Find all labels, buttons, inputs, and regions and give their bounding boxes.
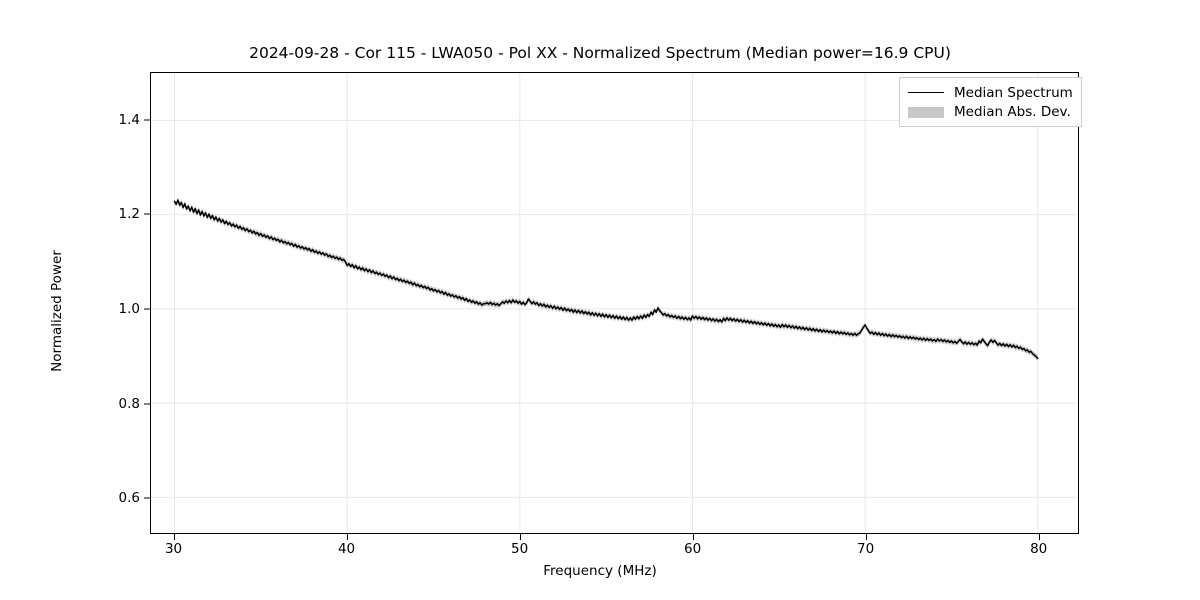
x-axis-tick-labels: 30 40 50 60 70 80 [0, 541, 1200, 561]
x-tick-label: 60 [684, 541, 702, 557]
legend-item-median-abs-dev: Median Abs. Dev. [907, 102, 1073, 121]
y-axis-label: Normalized Power [49, 250, 65, 372]
y-axis-tick-labels: 0.6 0.8 1.0 1.2 1.4 [94, 0, 140, 600]
x-tick-mark [692, 534, 694, 540]
y-tick-label: 0.6 [118, 490, 140, 507]
y-tick-label: 0.8 [118, 395, 140, 412]
x-tick-mark [1038, 534, 1040, 540]
x-tick-mark [519, 534, 521, 540]
legend-line-key-icon [907, 86, 945, 100]
x-tick-label: 30 [164, 541, 183, 557]
y-tick-label: 1.2 [118, 206, 140, 223]
y-tick-mark [144, 403, 150, 405]
x-tick-mark [173, 534, 175, 540]
y-tick-mark [144, 308, 150, 310]
x-tick-mark [865, 534, 867, 540]
y-tick-label: 1.4 [118, 111, 140, 128]
y-tick-mark [144, 119, 150, 121]
chart-title: 2024-09-28 - Cor 115 - LWA050 - Pol XX -… [249, 44, 951, 62]
x-tick-label: 50 [510, 541, 529, 557]
grid-lines [151, 73, 1078, 533]
x-tick-mark [346, 534, 348, 540]
x-tick-label: 40 [337, 541, 356, 557]
legend-label: Median Spectrum [954, 84, 1073, 101]
legend-label: Median Abs. Dev. [954, 103, 1071, 120]
x-axis-label: Frequency (MHz) [543, 563, 657, 579]
legend: Median Spectrum Median Abs. Dev. [899, 77, 1082, 127]
y-tick-label: 1.0 [118, 300, 140, 317]
median-spectrum-line [173, 199, 1039, 360]
plot-area [150, 72, 1079, 534]
y-tick-mark [144, 497, 150, 499]
legend-item-median-spectrum: Median Spectrum [907, 83, 1073, 102]
legend-patch-key-icon [907, 105, 945, 119]
x-tick-label: 70 [857, 541, 875, 557]
y-tick-mark [144, 213, 150, 215]
x-tick-label: 80 [1030, 541, 1048, 557]
